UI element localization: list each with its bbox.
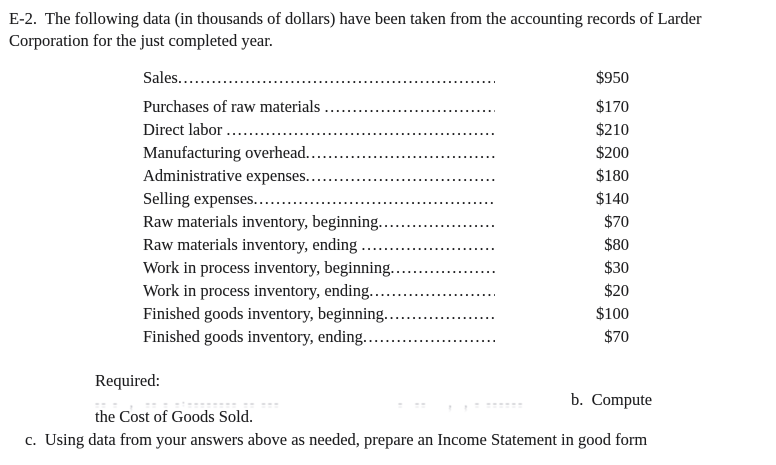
ledger-label: Work in process inventory, ending	[143, 281, 370, 300]
ledger-row-finished-goods-beginning: Finished goods inventory, beginning $100	[143, 302, 629, 325]
ledger-value: $170	[596, 97, 629, 116]
ledger-value: $180	[596, 166, 629, 185]
account-data-list: Sales $950 Purchases of raw materials $1…	[143, 66, 629, 348]
erased-text-fragment-right: - -- , , - ------	[398, 395, 525, 410]
ledger-value: $70	[604, 212, 629, 231]
dot-leader	[378, 210, 495, 233]
ledger-value: $70	[604, 327, 629, 346]
ledger-label: Finished goods inventory, ending	[143, 327, 363, 346]
ledger-label: Raw materials inventory, ending	[143, 235, 362, 254]
ledger-row-wip-ending: Work in process inventory, ending $20	[143, 279, 629, 302]
ledger-label: Selling expenses	[143, 189, 254, 208]
problem-statement: E-2. The following data (in thousands of…	[9, 8, 771, 52]
ledger-value: $30	[604, 258, 629, 277]
ledger-row-selling-expenses: Selling expenses $140	[143, 187, 629, 210]
erased-text-fragment-left: -- - , -- - -·-------- -- ---	[95, 395, 281, 410]
ledger-label: Sales	[143, 68, 178, 87]
ledger-row-finished-goods-ending: Finished goods inventory, ending $70	[143, 325, 629, 348]
dot-leader	[369, 279, 495, 302]
ledger-row-raw-materials-ending: Raw materials inventory, ending $80	[143, 233, 629, 256]
ledger-row-administrative-expenses: Administrative expenses $180	[143, 164, 629, 187]
ledger-value: $950	[596, 68, 629, 87]
dot-leader	[324, 95, 495, 118]
required-item-b: b. Compute	[571, 390, 653, 409]
required-heading: Required:	[95, 371, 161, 390]
ledger-row-sales: Sales $950	[143, 66, 629, 89]
ledger-row-raw-materials-beginning: Raw materials inventory, beginning $70	[143, 210, 629, 233]
ledger-label: Administrative expenses	[143, 166, 306, 185]
ledger-label: Direct labor	[143, 120, 227, 139]
ledger-label: Finished goods inventory, beginning	[143, 304, 384, 323]
ledger-label: Purchases of raw materials	[143, 97, 325, 116]
ledger-value: $210	[596, 120, 629, 139]
dot-leader	[178, 66, 495, 89]
dot-leader	[363, 325, 495, 348]
ledger-label: Work in process inventory, beginning	[143, 258, 391, 277]
dot-leader	[306, 164, 495, 187]
ledger-row-manufacturing-overhead: Manufacturing overhead $200	[143, 141, 629, 164]
ledger-value: $80	[604, 235, 629, 254]
ledger-row-direct-labor: Direct labor $210	[143, 118, 629, 141]
ledger-value: $20	[604, 281, 629, 300]
dot-leader	[361, 233, 495, 256]
ledger-value: $200	[596, 143, 629, 162]
required-item-b-continuation: the Cost of Goods Sold.	[95, 407, 254, 426]
dot-leader	[253, 187, 495, 210]
dot-leader	[384, 302, 495, 325]
problem-statement-line-1: E-2. The following data (in thousands of…	[9, 9, 702, 28]
ledger-row-purchases: Purchases of raw materials $170	[143, 95, 629, 118]
ledger-label: Manufacturing overhead	[143, 143, 306, 162]
required-item-c: c. Using data from your answers above as…	[25, 430, 648, 449]
dot-leader	[306, 141, 495, 164]
ledger-label: Raw materials inventory, beginning	[143, 212, 379, 231]
ledger-value: $100	[596, 304, 629, 323]
ledger-row-wip-beginning: Work in process inventory, beginning $30	[143, 256, 629, 279]
ledger-value: $140	[596, 189, 629, 208]
dot-leader	[226, 118, 495, 141]
dot-leader	[390, 256, 495, 279]
problem-statement-line-2: Corporation for the just completed year.	[9, 31, 273, 50]
